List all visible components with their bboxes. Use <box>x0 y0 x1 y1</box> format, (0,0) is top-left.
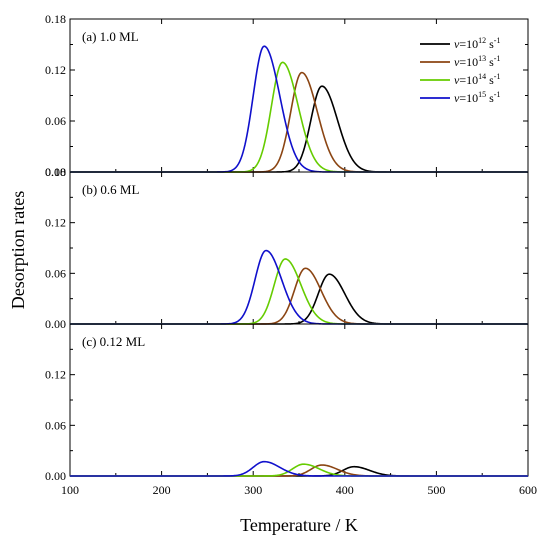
panel-label: (a) 1.0 ML <box>82 29 139 44</box>
panels: 0.180.120.060.00(a) 1.0 ML0.180.120.060.… <box>45 12 537 497</box>
panel-2: 0.18 0.12 0.06 0.00 (b) 0.6 ML <box>45 165 529 331</box>
y-tick-label: 0.12 <box>45 368 66 382</box>
panel-label: (c) 0.12 ML <box>82 334 145 349</box>
legend: v=1012 s-1 v=1013 s-1 v=1014 s-1 v=1015 s-1 <box>420 36 500 105</box>
y-tick-label: 0.06 <box>45 114 66 128</box>
y-tick-label: 0.12 <box>45 63 66 77</box>
panel-label: (b) 0.6 ML <box>82 182 139 197</box>
legend-label: v=1014 s-1 <box>454 72 500 87</box>
series-line-2 <box>70 71 528 173</box>
legend-label: v=1013 s-1 <box>454 54 500 69</box>
x-tick-label: 200 <box>153 483 171 497</box>
y-tick-label: 0.06 <box>45 266 66 280</box>
x-tick-label: 400 <box>336 483 354 497</box>
x-tick-label: 300 <box>244 483 262 497</box>
y-tick-label: 0.12 <box>45 216 66 230</box>
legend-label: v=1015 s-1 <box>454 90 500 105</box>
panel-3: 0.12 0.06 0.00 (c) 0.12 ML <box>45 323 529 483</box>
y-tick-label: 0.00 <box>45 317 66 331</box>
x-axis-title: Temperature / K <box>240 515 358 535</box>
y-tick-label: 0.00 <box>45 469 66 483</box>
series-line-4 <box>70 460 528 477</box>
y-tick-label: 0.00 <box>45 165 66 179</box>
x-tick-label: 100 <box>61 483 79 497</box>
y-axis-title: Desorption rates <box>8 191 28 309</box>
y-tick-label: 0.18 <box>45 165 66 179</box>
series-line-3 <box>70 258 528 325</box>
x-tick-label: 500 <box>427 483 445 497</box>
legend-label: v=1012 s-1 <box>454 36 500 51</box>
y-tick-label: 0.06 <box>45 418 66 432</box>
series-line-4 <box>70 249 528 325</box>
y-tick-label: 0.18 <box>45 12 66 26</box>
x-tick-label: 600 <box>519 483 537 497</box>
